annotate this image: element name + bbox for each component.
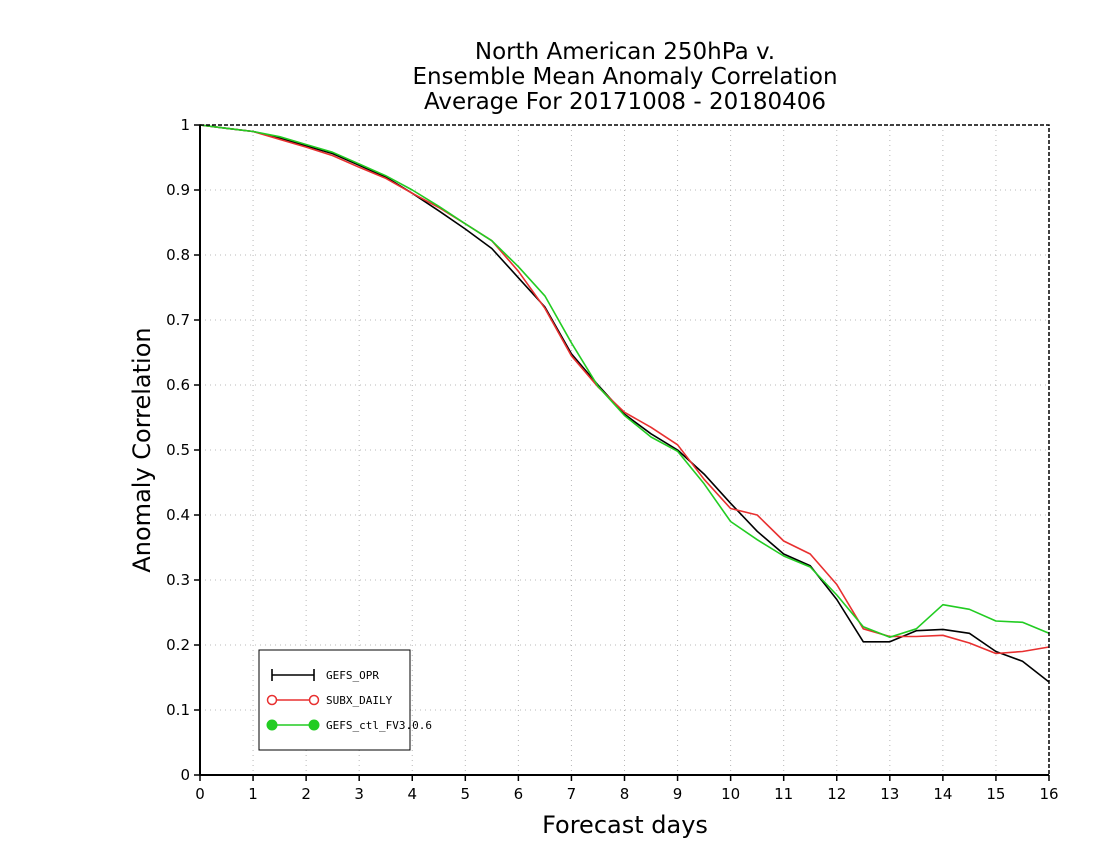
y-tick-label: 0.9 [166, 181, 190, 199]
y-tick-label: 0.7 [166, 311, 190, 329]
x-tick-label: 9 [673, 785, 683, 803]
x-tick-label: 15 [986, 785, 1005, 803]
y-tick-label: 0.5 [166, 441, 190, 459]
y-tick-label: 1 [180, 116, 190, 134]
chart-title-line-3: Average For 20171008 - 20180406 [424, 89, 826, 115]
y-tick-label: 0.4 [166, 506, 190, 524]
x-tick-label: 16 [1039, 785, 1058, 803]
series-line-gefs-ctl-fv3-0-6 [199, 124, 1050, 639]
chart-title-line-1: North American 250hPa v. [475, 39, 775, 65]
x-tick-label: 11 [774, 785, 793, 803]
x-tick-label: 4 [407, 785, 417, 803]
x-axis-title: Forecast days [542, 811, 708, 839]
x-tick-label: 1 [248, 785, 258, 803]
x-tick-label: 13 [880, 785, 899, 803]
axis-ticks: 0 1 2 3 4 5 6 7 8 9 10 11 12 13 14 15 1600.10.20.30.40.5… [166, 116, 1058, 803]
y-tick-label: 0.6 [166, 376, 190, 394]
x-tick-label: 6 [514, 785, 524, 803]
y-tick-label: 0 [180, 766, 190, 784]
plot-series [199, 124, 1050, 683]
x-tick-label: 10 [721, 785, 740, 803]
chart-title-line-2: Ensemble Mean Anomaly Correlation [412, 64, 837, 90]
y-tick-label: 0.3 [166, 571, 190, 589]
x-tick-label: 3 [354, 785, 364, 803]
y-tick-label: 0.8 [166, 246, 190, 264]
chart-grid [200, 125, 1049, 775]
x-tick-label: 2 [301, 785, 311, 803]
y-tick-label: 0.2 [166, 636, 190, 654]
legend-label: SUBX_DAILY [326, 694, 393, 707]
x-tick-label: 5 [461, 785, 471, 803]
legend-label: GEFS_OPR [326, 669, 379, 682]
x-tick-label: 0 [195, 785, 205, 803]
series-line-gefs-opr [199, 124, 1050, 683]
series-line-subx-daily [199, 124, 1050, 655]
x-tick-label: 12 [827, 785, 846, 803]
y-axis-title: Anomaly Correlation [128, 327, 156, 572]
legend-marker-open-circle-icon [308, 694, 320, 706]
x-tick-label: 7 [567, 785, 577, 803]
x-tick-label: 14 [933, 785, 952, 803]
y-tick-label: 0.1 [166, 701, 190, 719]
chart-legend: GEFS_OPR SUBX_DAILY GEFS_ctl_FV3.0.6 [258, 649, 432, 751]
x-tick-label: 8 [620, 785, 630, 803]
legend-marker-filled-circle-icon [308, 719, 320, 731]
legend-label: GEFS_ctl_FV3.0.6 [326, 719, 432, 732]
legend-marker-open-circle-icon [266, 694, 278, 706]
legend-marker-filled-circle-icon [266, 719, 278, 731]
